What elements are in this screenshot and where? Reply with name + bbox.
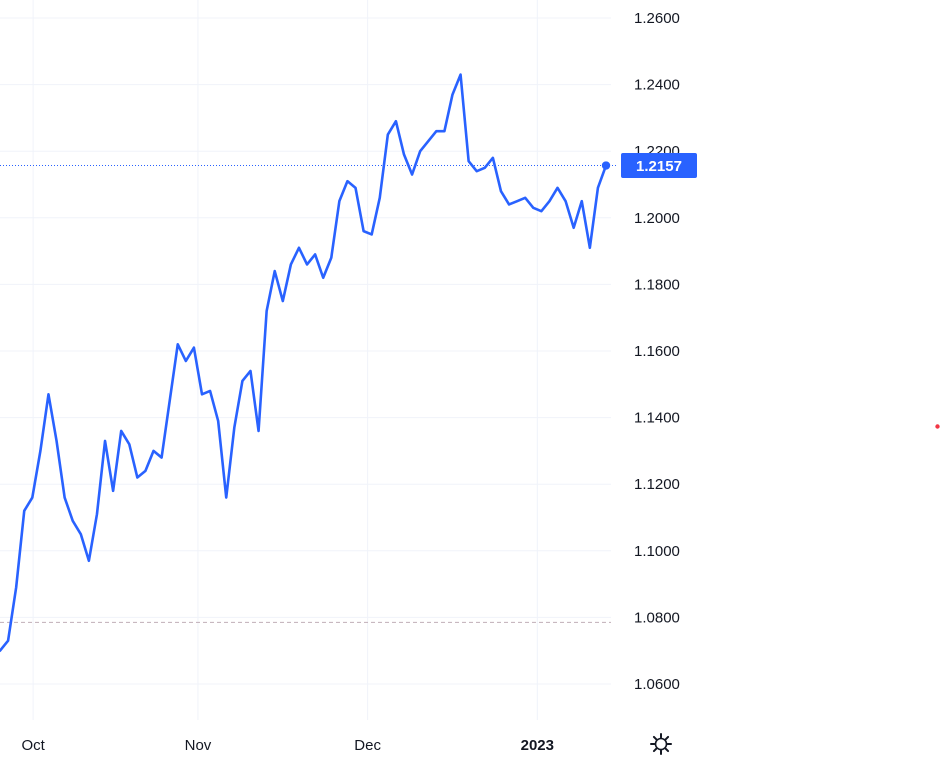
- gear-icon-ring: [656, 739, 667, 750]
- y-axis: 1.26001.24001.22001.20001.18001.16001.14…: [634, 10, 680, 693]
- gear-icon-tooth: [654, 749, 656, 751]
- last-value-marker: 1.2157: [602, 153, 697, 178]
- reference-lines: [0, 166, 618, 623]
- y-tick-label: 1.1200: [634, 476, 680, 493]
- y-tick-label: 1.1400: [634, 410, 680, 427]
- gear-icon-tooth: [666, 737, 668, 739]
- gear-icon-tooth: [654, 737, 656, 739]
- last-point-marker: [602, 161, 610, 169]
- y-tick-label: 1.2400: [634, 77, 680, 94]
- y-tick-label: 1.2000: [634, 210, 680, 227]
- x-tick-label: Oct: [21, 737, 45, 754]
- gear-icon[interactable]: [651, 734, 671, 754]
- y-tick-label: 1.1000: [634, 543, 680, 560]
- y-tick-label: 1.0800: [634, 609, 680, 626]
- red-dot-marker: [935, 424, 939, 428]
- y-tick-label: 1.1800: [634, 276, 680, 293]
- series-line: [0, 75, 606, 651]
- x-tick-label: Nov: [185, 737, 212, 754]
- y-tick-label: 1.2600: [634, 10, 680, 27]
- y-tick-label: 1.0600: [634, 676, 680, 693]
- x-axis: Oct Nov Dec 2023: [21, 737, 554, 754]
- grid: [0, 0, 611, 720]
- last-value-label: 1.2157: [636, 158, 682, 175]
- gear-icon-tooth: [666, 749, 668, 751]
- x-tick-label: 2023: [521, 737, 554, 754]
- x-tick-label: Dec: [354, 737, 381, 754]
- series-line-layer: [0, 75, 606, 651]
- y-tick-label: 1.1600: [634, 343, 680, 360]
